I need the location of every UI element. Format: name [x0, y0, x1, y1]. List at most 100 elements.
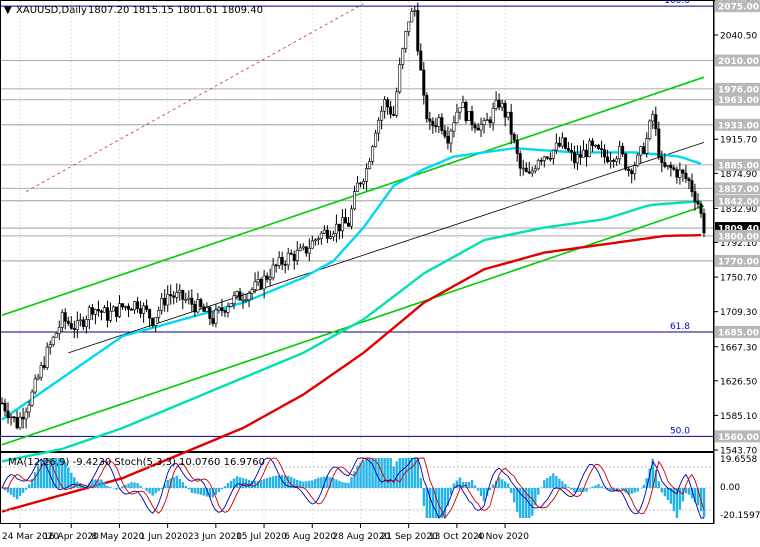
- candle-body: [265, 275, 269, 280]
- candle-body: [93, 309, 97, 315]
- candle-body: [425, 94, 429, 120]
- macd-bar: [61, 458, 64, 488]
- candle: [645, 132, 649, 158]
- candle-body: [105, 307, 109, 321]
- candle: [322, 225, 326, 235]
- macd-bar: [268, 477, 272, 488]
- macd-bar: [305, 481, 308, 488]
- candle-body: [136, 301, 140, 309]
- macd-bar: [121, 486, 124, 488]
- candle: [136, 296, 140, 313]
- label-text: 1933.00: [718, 121, 759, 131]
- candle: [663, 153, 667, 169]
- level-price-label: 1885.00: [715, 158, 760, 171]
- label-text: 1885.00: [718, 161, 759, 171]
- macd-bar: [49, 458, 52, 488]
- macd-bar: [196, 488, 200, 494]
- candle: [313, 238, 317, 246]
- candle-body: [66, 320, 70, 324]
- candle: [259, 277, 263, 291]
- macd-bar: [401, 458, 404, 488]
- candle: [371, 145, 375, 165]
- candle-body: [615, 158, 619, 162]
- macd-bar: [148, 488, 151, 494]
- macd-bar: [687, 488, 691, 495]
- candle-body: [124, 305, 128, 308]
- candle: [111, 305, 115, 312]
- macd-bar: [506, 483, 510, 488]
- candle-body: [416, 10, 420, 52]
- candle: [172, 290, 176, 305]
- candle: [630, 168, 634, 184]
- candle: [428, 111, 432, 130]
- macd-bar: [103, 482, 106, 488]
- macd-bar: [274, 475, 278, 488]
- macd-bar: [52, 458, 55, 488]
- candle: [133, 300, 137, 314]
- macd-bar: [681, 488, 685, 502]
- candle-body: [392, 113, 396, 116]
- candle: [51, 335, 55, 347]
- candle-body: [365, 168, 369, 182]
- macd-bar: [91, 479, 94, 488]
- collapse-icon[interactable]: ▼: [4, 5, 12, 16]
- candle-body: [386, 99, 390, 108]
- candle-body: [371, 146, 375, 162]
- candle: [687, 176, 691, 190]
- candle-body: [410, 10, 414, 23]
- macd-bar: [537, 488, 540, 495]
- macd-bar: [546, 478, 549, 488]
- macd-bar: [353, 471, 356, 488]
- candle: [618, 140, 622, 165]
- macd-bar: [404, 458, 407, 488]
- candle-body: [437, 117, 441, 127]
- candle: [437, 114, 441, 134]
- macd-bar: [160, 488, 163, 489]
- candle-body: [157, 310, 161, 318]
- candle: [386, 97, 390, 115]
- label-text: 1857.00: [718, 185, 759, 195]
- label-box: [715, 182, 760, 195]
- candle: [160, 292, 164, 315]
- candle: [410, 7, 414, 23]
- candle-body: [78, 319, 82, 322]
- macd-bar: [473, 485, 477, 488]
- candle: [12, 416, 16, 423]
- candle: [343, 208, 347, 224]
- candle: [265, 272, 269, 283]
- candles: [0, 2, 706, 430]
- macd-bar: [24, 488, 28, 490]
- candle-body: [121, 303, 125, 308]
- macd-bar: [226, 483, 230, 488]
- candle: [199, 297, 203, 309]
- candle: [413, 5, 417, 17]
- label-box: [715, 158, 760, 171]
- candle: [657, 121, 661, 160]
- candle: [15, 410, 19, 430]
- candle: [446, 126, 450, 150]
- macd-bar: [88, 482, 91, 488]
- candle: [639, 145, 643, 164]
- candle: [554, 133, 558, 155]
- candle-body: [301, 246, 305, 249]
- candle-body: [581, 149, 585, 158]
- candle: [175, 283, 179, 303]
- candle-body: [18, 416, 22, 429]
- candle: [211, 311, 215, 327]
- price-tick-label: 1750.70: [720, 274, 757, 284]
- candle-body: [584, 149, 588, 158]
- label-box: [715, 430, 760, 443]
- macd-bar: [573, 488, 576, 493]
- candle: [515, 134, 519, 162]
- macd-bar: [58, 458, 61, 488]
- candle-body: [322, 229, 326, 234]
- price-tick-label: 1792.10: [720, 239, 757, 249]
- macd-bar: [597, 483, 600, 488]
- candle: [362, 178, 366, 190]
- macd-bar: [42, 458, 46, 488]
- macd-bar: [130, 482, 133, 488]
- price-tick-label: 1832.90: [720, 205, 757, 215]
- candle-body: [27, 404, 31, 413]
- macd-bar: [6, 488, 10, 493]
